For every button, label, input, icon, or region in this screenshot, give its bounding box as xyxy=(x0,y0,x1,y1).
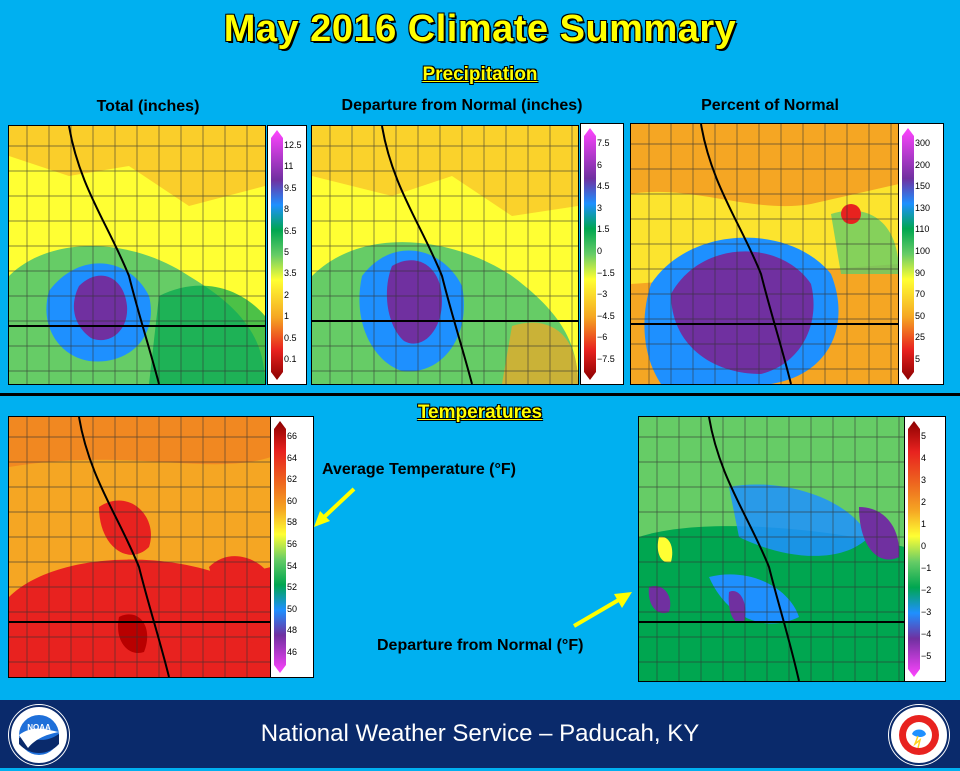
total-precip-legend: 12.5 11 9.5 8 6.5 5 3.5 2 1 0.5 0.1 xyxy=(267,125,307,385)
legend-tick-label: 70 xyxy=(915,289,926,300)
legend-tick-label: 48 xyxy=(287,625,298,636)
legend-tick-label: −6 xyxy=(597,332,608,343)
total-precip-map xyxy=(8,125,266,385)
percent-normal-colorbar xyxy=(902,128,914,380)
legend-tick-label: 60 xyxy=(287,495,298,506)
legend-tick-label: 4 xyxy=(921,453,927,463)
legend-tick-label: 5 xyxy=(915,354,921,364)
legend-tick-label: 58 xyxy=(287,517,298,528)
legend-tick-label: 0.5 xyxy=(284,332,297,343)
legend-tick-label: 6.5 xyxy=(284,225,297,236)
legend-tick-label: 3 xyxy=(597,202,603,213)
precip-departure-label: Departure from Normal (inches) xyxy=(341,97,583,114)
legend-tick-label: 66 xyxy=(287,431,298,441)
legend-tick-label: 130 xyxy=(915,202,931,213)
footer-text: National Weather Service – Paducah, KY xyxy=(260,720,700,747)
legend-tick-label: 7.5 xyxy=(597,138,610,148)
legend-tick-label: −2 xyxy=(921,585,932,595)
avg-temp-colorbar xyxy=(274,421,286,673)
legend-tick-label: 64 xyxy=(287,452,298,463)
avg-temp-map xyxy=(8,416,272,678)
legend-tick-label: 6 xyxy=(597,159,603,170)
legend-tick-label: 5 xyxy=(284,247,290,257)
nws-logo-icon xyxy=(888,704,950,766)
avg-temp-legend: 66 64 62 60 58 56 54 52 50 48 46 xyxy=(270,416,314,678)
legend-tick-label: 9.5 xyxy=(284,182,297,193)
legend-tick-label: 3.5 xyxy=(284,268,297,279)
legend-tick-label: 200 xyxy=(915,159,931,170)
legend-tick-label: −4.5 xyxy=(597,310,615,321)
precip-departure-colorbar xyxy=(584,128,596,380)
noaa-logo-icon: NOAA xyxy=(8,704,70,766)
precip-departure-map xyxy=(311,125,579,385)
legend-tick-label: 50 xyxy=(915,310,926,321)
temp-departure-annotation: Departure from Normal (°F) xyxy=(377,637,584,654)
legend-tick-label: −3 xyxy=(597,289,608,300)
legend-tick-label: 3 xyxy=(921,475,927,485)
total-precip-colorbar xyxy=(271,130,283,380)
legend-tick-label: 1 xyxy=(921,519,927,529)
legend-tick-label: 0 xyxy=(921,541,927,551)
section-divider xyxy=(0,393,960,396)
legend-tick-label: 300 xyxy=(915,138,931,148)
percent-normal-label: Percent of Normal xyxy=(701,97,839,114)
legend-tick-label: −7.5 xyxy=(597,354,615,364)
page-title: May 2016 Climate Summary xyxy=(223,8,737,50)
legend-tick-label: 56 xyxy=(287,539,298,549)
precip-departure-legend: 7.5 6 4.5 3 1.5 0 −1.5 −3 −4.5 −6 −7.5 xyxy=(580,123,624,385)
legend-tick-label: 1 xyxy=(284,311,290,322)
legend-tick-label: 62 xyxy=(287,474,298,485)
legend-tick-label: −4 xyxy=(921,629,932,639)
legend-tick-label: 0.1 xyxy=(284,354,297,364)
legend-tick-label: 8 xyxy=(284,204,290,215)
legend-tick-label: 50 xyxy=(287,603,298,614)
legend-tick-label: 100 xyxy=(915,246,931,256)
svg-text:NOAA: NOAA xyxy=(27,723,51,732)
percent-normal-map xyxy=(630,123,900,385)
legend-tick-label: 5 xyxy=(921,431,927,441)
legend-tick-label: −5 xyxy=(921,651,932,661)
legend-tick-label: −3 xyxy=(921,607,932,617)
temp-departure-legend: 5 4 3 2 1 0 −1 −2 −3 −4 −5 xyxy=(904,416,946,682)
temperatures-heading: Temperatures xyxy=(417,402,543,423)
temp-departure-colorbar xyxy=(908,421,920,677)
legend-tick-label: 12.5 xyxy=(284,140,302,150)
total-precip-label: Total (inches) xyxy=(96,98,200,115)
percent-normal-legend: 300 200 150 130 110 100 90 70 50 25 5 xyxy=(898,123,944,385)
legend-tick-label: −1.5 xyxy=(597,267,615,278)
legend-tick-label: 11 xyxy=(284,161,294,172)
avg-temp-arrow-icon xyxy=(314,487,356,527)
legend-tick-label: 46 xyxy=(287,647,298,657)
legend-tick-label: 150 xyxy=(915,181,931,192)
footer-bar: NOAA National Weather Service – Paducah,… xyxy=(0,700,960,768)
legend-tick-label: 4.5 xyxy=(597,181,610,192)
legend-tick-label: 90 xyxy=(915,267,926,278)
temp-departure-map xyxy=(638,416,906,682)
avg-temp-annotation: Average Temperature (°F) xyxy=(322,461,517,478)
legend-tick-label: 52 xyxy=(287,582,298,593)
legend-tick-label: 2 xyxy=(921,497,927,507)
legend-tick-label: 25 xyxy=(915,332,926,343)
legend-tick-label: 0 xyxy=(597,246,603,256)
legend-tick-label: −1 xyxy=(921,563,932,573)
legend-tick-label: 2 xyxy=(284,289,290,300)
temp-departure-arrow-icon xyxy=(572,592,632,628)
legend-tick-label: 110 xyxy=(915,224,930,235)
precipitation-heading: Precipitation xyxy=(422,64,538,85)
legend-tick-label: 54 xyxy=(287,560,298,571)
legend-tick-label: 1.5 xyxy=(597,224,610,235)
